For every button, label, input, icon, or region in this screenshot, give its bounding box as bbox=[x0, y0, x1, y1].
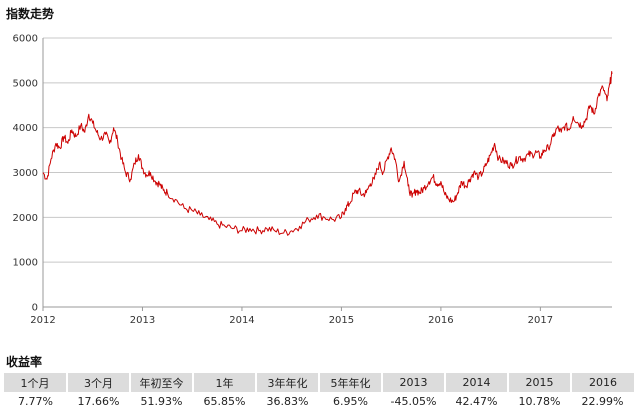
returns-header-cell: 1年 bbox=[192, 373, 256, 392]
y-tick-label: 3000 bbox=[13, 168, 38, 179]
returns-value-cell: 7.77% bbox=[4, 392, 67, 411]
returns-value-cell: -45.05% bbox=[382, 392, 445, 411]
x-tick-label: 2014 bbox=[229, 315, 254, 326]
returns-title: 收益率 bbox=[6, 355, 43, 369]
returns-header-cell: 2013 bbox=[381, 373, 445, 392]
x-tick-label: 2012 bbox=[30, 315, 55, 326]
returns-value-cell: 10.78% bbox=[508, 392, 571, 411]
returns-header-cell: 3年年化 bbox=[255, 373, 319, 392]
returns-header-cell: 2016 bbox=[570, 373, 634, 392]
returns-value-cell: 51.93% bbox=[130, 392, 193, 411]
returns-value-cell: 22.99% bbox=[571, 392, 634, 411]
chart-title: 指数走势 bbox=[6, 7, 55, 21]
y-tick-label: 1000 bbox=[13, 258, 38, 269]
returns-value-cell: 17.66% bbox=[67, 392, 130, 411]
returns-header-cell: 年初至今 bbox=[129, 373, 193, 392]
returns-value-cell: 42.47% bbox=[445, 392, 508, 411]
returns-header-row: 1个月 3个月 年初至今 1年 3年年化 5年年化 2013 2014 2015… bbox=[4, 373, 634, 392]
x-tick-label: 2017 bbox=[528, 315, 553, 326]
returns-value-cell: 36.83% bbox=[256, 392, 319, 411]
returns-value-row: 7.77% 17.66% 51.93% 65.85% 36.83% 6.95% … bbox=[4, 392, 634, 411]
y-tick-label: 4000 bbox=[13, 123, 38, 134]
y-tick-label: 2000 bbox=[13, 213, 38, 224]
y-tick-label: 5000 bbox=[13, 78, 38, 89]
x-tick-label: 2013 bbox=[130, 315, 155, 326]
x-tick-label: 2016 bbox=[428, 315, 453, 326]
index-trend-chart: 0 1000 2000 3000 4000 5000 6000 2012 2013 2014 201… bbox=[13, 34, 613, 326]
returns-header-cell: 2015 bbox=[507, 373, 571, 392]
x-tick-label: 2015 bbox=[329, 315, 354, 326]
y-tick-label: 0 bbox=[32, 303, 38, 314]
returns-header-cell: 5年年化 bbox=[318, 373, 382, 392]
returns-header-cell: 1个月 bbox=[4, 373, 67, 392]
returns-value-cell: 6.95% bbox=[319, 392, 382, 411]
returns-table: 1个月 3个月 年初至今 1年 3年年化 5年年化 2013 2014 2015… bbox=[4, 373, 634, 411]
returns-header-cell: 2014 bbox=[444, 373, 508, 392]
y-tick-label: 6000 bbox=[13, 34, 38, 45]
index-series-line bbox=[42, 71, 613, 236]
returns-value-cell: 65.85% bbox=[193, 392, 256, 411]
returns-header-cell: 3个月 bbox=[66, 373, 130, 392]
